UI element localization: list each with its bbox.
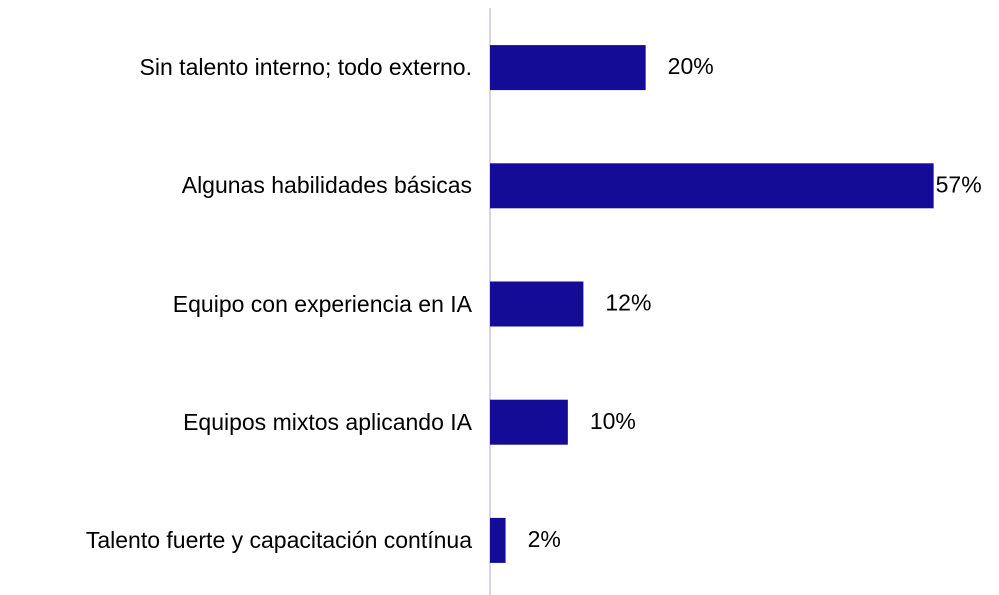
- category-label: Equipos mixtos aplicando IA: [20, 405, 472, 439]
- category-text: Talento fuerte y capacitación contínua: [85, 526, 472, 553]
- data-label: 12%: [605, 290, 651, 316]
- data-label: 20%: [668, 53, 714, 79]
- data-label: 2%: [528, 526, 561, 552]
- bar: [490, 281, 584, 327]
- category-label: Talento fuerte y capacitación contínua: [20, 523, 472, 557]
- bar: [490, 517, 506, 563]
- bar: [490, 399, 568, 445]
- category-text: Sin talento interno; todo externo.: [139, 54, 472, 81]
- category-label: Sin talento interno; todo externo.: [20, 50, 472, 84]
- data-label: 10%: [590, 408, 636, 434]
- category-text: Equipos mixtos aplicando IA: [183, 408, 472, 435]
- bar: [490, 45, 646, 91]
- category-label: Algunas habilidades básicas: [20, 168, 472, 202]
- data-label: 57%: [936, 171, 982, 197]
- category-text: Algunas habilidades básicas: [181, 172, 472, 199]
- category-label: Equipo con experiencia en IA: [20, 287, 472, 321]
- category-text: Equipo con experiencia en IA: [172, 290, 472, 317]
- bar: [490, 163, 934, 209]
